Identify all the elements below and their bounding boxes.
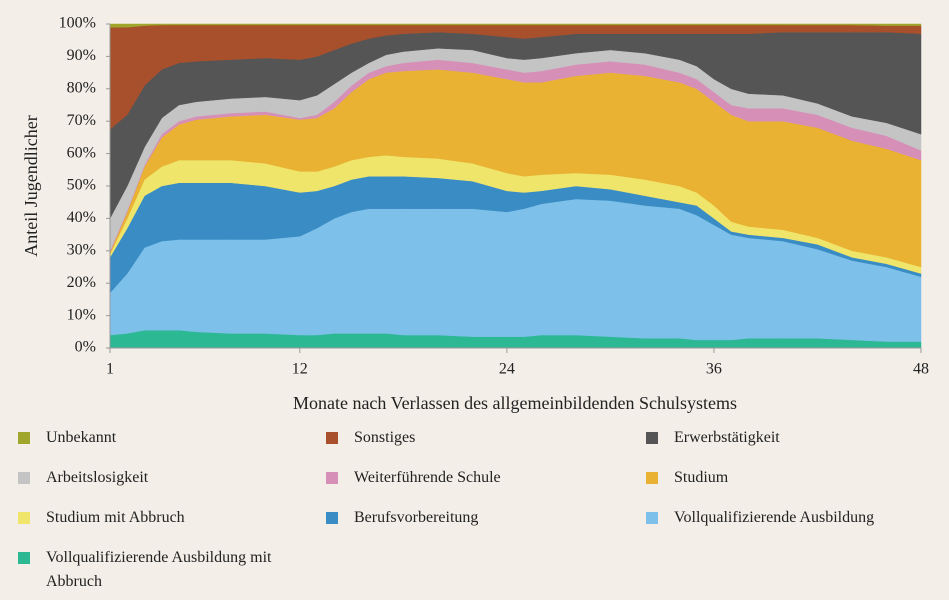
legend-swatch — [326, 472, 338, 484]
y-tick-label: 80% — [67, 79, 96, 96]
y-tick-label: 70% — [67, 112, 96, 129]
legend-swatch — [18, 432, 30, 444]
legend-label: Weiterführende Schule — [354, 469, 501, 486]
legend-swatch — [18, 552, 30, 564]
areas — [109, 23, 922, 349]
legend-label: Studium mit Abbruch — [46, 509, 185, 526]
x-tick-label: 24 — [499, 361, 515, 378]
legend-item: Vollqualifizierende Ausbildung mit Abbru… — [18, 546, 326, 594]
legend-label: Erwerbstätigkeit — [674, 429, 780, 446]
legend-label: Vollqualifizierende Ausbildung — [674, 509, 875, 526]
legend-swatch — [326, 512, 338, 524]
y-tick-label: 0% — [75, 339, 96, 356]
x-tick-label: 48 — [913, 361, 929, 378]
y-tick-label: 40% — [67, 209, 96, 226]
legend-label: Sonstiges — [354, 429, 416, 446]
legend-item: Arbeitslosigkeit — [18, 466, 326, 490]
x-tick-label: 36 — [706, 361, 722, 378]
x-tick-label: 12 — [292, 361, 308, 378]
legend-item: Erwerbstätigkeit — [646, 426, 938, 450]
legend-label: Vollqualifizierende Ausbildung mit Abbru… — [46, 549, 272, 590]
y-tick-label: 30% — [67, 241, 96, 258]
y-tick-label: 60% — [67, 144, 96, 161]
chart: Anteil Jugendlicher Monate nach Verlasse… — [21, 15, 929, 413]
legend-swatch — [646, 432, 658, 444]
legend-label: Studium — [674, 469, 729, 486]
legend-item: Unbekannt — [18, 426, 326, 450]
legend-swatch — [646, 512, 658, 524]
legend-item: Weiterführende Schule — [326, 466, 646, 490]
legend-label: Unbekannt — [46, 429, 117, 446]
x-tick-label: 1 — [106, 361, 114, 378]
legend-item: Studium — [646, 466, 938, 490]
legend: Unbekannt Sonstiges Erwerbstätigkeit Arbeit… — [18, 426, 938, 594]
legend-swatch — [18, 472, 30, 484]
y-tick-label: 50% — [67, 177, 96, 194]
legend-swatch — [18, 512, 30, 524]
y-tick-label: 100% — [59, 15, 96, 32]
legend-label: Arbeitslosigkeit — [46, 469, 149, 486]
legend-item: Vollqualifizierende Ausbildung — [646, 506, 938, 530]
legend-item: Studium mit Abbruch — [18, 506, 326, 530]
legend-item: Berufsvorbereitung — [326, 506, 646, 530]
legend-swatch — [326, 432, 338, 444]
legend-item: Sonstiges — [326, 426, 646, 450]
area — [109, 23, 922, 28]
y-tick-label: 20% — [67, 274, 96, 291]
y-tick-label: 90% — [67, 47, 96, 64]
y-axis-label: Anteil Jugendlicher — [21, 115, 41, 256]
legend-label: Berufsvorbereitung — [354, 509, 479, 526]
legend-swatch — [646, 472, 658, 484]
y-tick-label: 10% — [67, 306, 96, 323]
x-axis-label: Monate nach Verlassen des allgemeinbilde… — [293, 393, 737, 413]
